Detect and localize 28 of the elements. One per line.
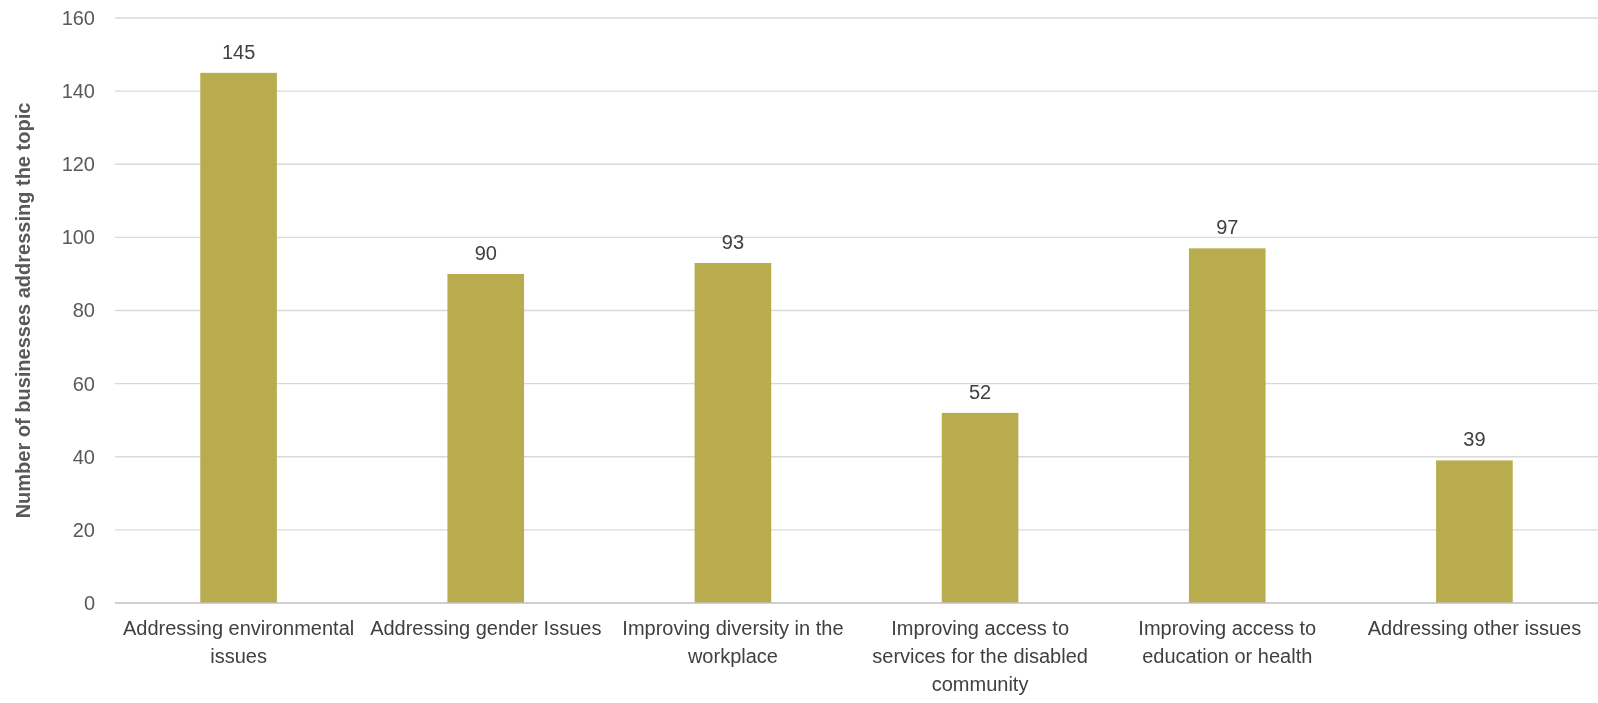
y-tick-label: 100: [61, 226, 95, 249]
x-tick-label: Improving access to services for the disabled community: [872, 617, 1088, 696]
bar: [200, 72, 277, 603]
bar: [941, 412, 1019, 603]
x-tick-label: Addressing environmental issues: [122, 617, 355, 668]
x-tick-label: Addressing gender Issues: [370, 617, 602, 640]
x-tick-label: Addressing other issues: [1367, 617, 1582, 640]
bar: [1188, 248, 1266, 603]
data-label: 93: [721, 230, 745, 253]
y-tick-label: 140: [61, 80, 95, 103]
y-tick-label: 80: [72, 299, 95, 322]
x-tick-label: Improving diversity in the workplace: [622, 617, 844, 668]
data-label: 90: [474, 241, 497, 264]
bar: [1436, 460, 1513, 603]
data-label: 39: [1463, 428, 1486, 451]
y-tick-label: 20: [72, 518, 95, 541]
y-tick-label: 120: [61, 153, 95, 176]
y-tick-label: 0: [83, 591, 95, 614]
x-tick-label: Improving access to education or health: [1138, 617, 1317, 668]
data-label: 52: [968, 380, 992, 403]
y-tick-label: 160: [61, 6, 95, 29]
y-tick-label: 40: [72, 445, 95, 468]
bar: [694, 262, 772, 603]
y-tick-label: 60: [72, 372, 95, 395]
y-axis-title: Number of businesses addressing the topic: [12, 102, 34, 519]
data-label: 97: [1216, 216, 1239, 239]
bar: [447, 273, 525, 603]
data-label: 145: [221, 40, 256, 63]
